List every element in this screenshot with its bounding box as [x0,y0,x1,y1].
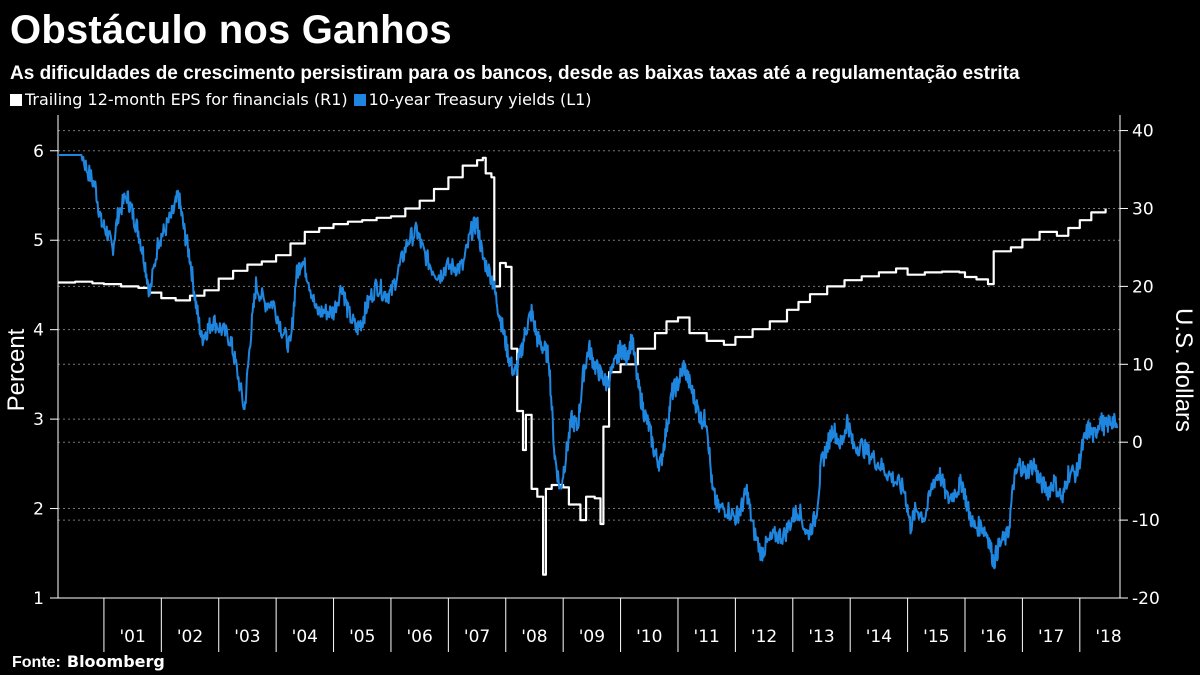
tick-label-right-40: 40 [1132,122,1154,142]
left-axis-title: Percent [3,328,30,411]
x-tick-label-2017: '17 [1038,627,1064,647]
legend-item-eps: Trailing 12-month EPS for financials (R1… [10,90,348,109]
x-tick-label-2015: '15 [923,627,949,647]
legend-label-eps: Trailing 12-month EPS for financials (R1… [25,90,348,109]
chart-subtitle: As dificuldades de crescimento persistir… [10,63,1020,84]
legend-item-yields: 10-year Treasury yields (L1) [353,90,592,109]
right-axis-title: U.S. dollars [1170,308,1197,432]
x-tick-label-2001: '01 [119,627,145,647]
tick-label-right-0: 0 [1132,433,1143,453]
axes [50,115,1128,652]
x-tick-label-2003: '03 [234,627,260,647]
tick-label-right-20: 20 [1132,277,1154,297]
tick-label-right--20: -20 [1132,589,1160,609]
eps-line [58,156,1107,576]
x-tick-label-2012: '12 [751,627,777,647]
eps-series [58,156,1107,576]
x-tick-label-2002: '02 [177,627,203,647]
gridlines [58,130,1120,599]
legend-swatch-yields [353,93,366,106]
x-tick-label-2008: '08 [521,627,547,647]
x-tick-label-2010: '10 [636,627,662,647]
tick-label-left-2: 2 [33,500,44,520]
footer-label: Fonte: [12,654,61,671]
x-tick-label-2007: '07 [464,627,490,647]
legend-label-yields: 10-year Treasury yields (L1) [368,90,592,109]
tick-label-left-1: 1 [33,589,44,609]
x-tick-label-2009: '09 [579,627,605,647]
chart-title: Obstáculo nos Ganhos [10,8,452,52]
x-tick-label-2004: '04 [292,627,318,647]
yields-line [57,154,1119,570]
x-tick-label-2018: '18 [1095,627,1121,647]
yields-series [57,154,1119,570]
x-tick-label-2011: '11 [694,627,720,647]
x-tick-label-2016: '16 [981,627,1007,647]
tick-label-left-4: 4 [33,321,44,341]
tick-label-right--10: -10 [1132,511,1160,531]
tick-label-left-6: 6 [33,142,44,162]
tick-label-right-30: 30 [1132,199,1154,219]
tick-label-left-3: 3 [33,410,44,430]
tick-label-left-5: 5 [33,231,44,251]
footer-source: Bloomberg [66,652,165,671]
legend: Trailing 12-month EPS for financials (R1… [10,90,592,109]
footer: Fonte: Bloomberg [12,652,165,672]
legend-swatch-eps [10,93,22,106]
x-tick-label-2006: '06 [406,627,432,647]
x-tick-label-2013: '13 [808,627,834,647]
tick-labels: 1 2 3 4 5 6 -20 -10 0 10 20 30 40 '01 '02 '03 '04 '05 '06 '… [33,122,1160,647]
tick-label-right-10: 10 [1132,355,1154,375]
x-tick-label-2014: '14 [866,627,892,647]
x-tick-label-2005: '05 [349,627,375,647]
